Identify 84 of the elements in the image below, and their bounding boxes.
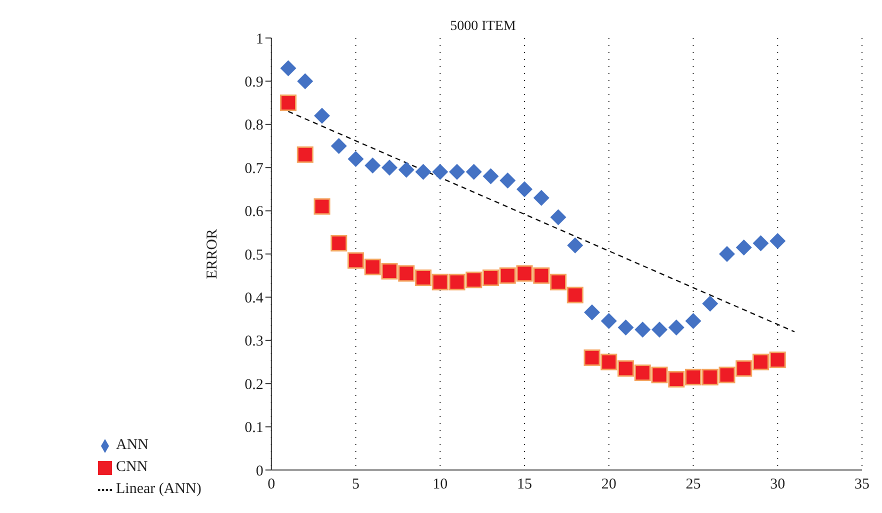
y-axis-title: ERROR [204, 228, 221, 280]
point [550, 274, 567, 290]
point [719, 246, 736, 262]
point [584, 349, 600, 366]
point [685, 312, 702, 329]
point [634, 322, 651, 338]
y-tick-label: 0 [256, 463, 264, 480]
y-tick-label: 0.4 [244, 290, 264, 307]
point [516, 265, 533, 282]
point [668, 319, 684, 336]
y-tick-label: 1 [256, 31, 264, 48]
point [702, 296, 718, 312]
point [752, 354, 770, 370]
point [566, 286, 584, 304]
point [533, 267, 550, 284]
point [651, 366, 668, 384]
point [550, 209, 566, 226]
y-tick-label: 0.2 [244, 376, 264, 393]
point [382, 160, 398, 176]
y-tick-label: 0.9 [244, 74, 264, 91]
point [752, 235, 769, 252]
point [348, 252, 364, 269]
point [432, 274, 448, 290]
point [432, 164, 448, 180]
chart-title: 5000 ITEM [450, 19, 516, 34]
point [398, 265, 415, 282]
legend-label: ANN [116, 437, 148, 453]
point [634, 364, 651, 382]
x-tick-label: 30 [770, 476, 786, 493]
point [482, 168, 499, 184]
point [533, 190, 550, 206]
point [398, 162, 414, 178]
point [618, 319, 634, 336]
point [584, 304, 600, 320]
point [500, 172, 516, 189]
point [685, 368, 702, 386]
legend-label: Linear (ANN) [116, 481, 202, 497]
point [314, 198, 330, 215]
y-tick-label: 0.3 [244, 334, 264, 350]
point [449, 164, 466, 180]
point [736, 360, 752, 377]
point [280, 94, 297, 112]
x-tick-label: 15 [517, 476, 532, 493]
x-tick-label: 20 [601, 476, 616, 493]
point [770, 233, 786, 250]
x-tick-label: 35 [854, 476, 870, 493]
legend-label: CNN [116, 459, 148, 475]
point [567, 237, 584, 254]
point [618, 360, 634, 377]
point [482, 270, 500, 286]
y-tick-label: 0.5 [244, 247, 264, 264]
point [280, 60, 296, 76]
y-tick-label: 0.1 [244, 420, 264, 436]
point [499, 267, 516, 284]
point [348, 150, 364, 167]
point [296, 146, 314, 163]
x-tick-label: 5 [352, 476, 360, 493]
y-tick-label: 0.8 [244, 118, 264, 134]
point [330, 234, 348, 252]
point [466, 164, 482, 180]
point [736, 240, 752, 256]
point [718, 366, 736, 384]
point [600, 354, 618, 370]
x-tick-label: 25 [686, 476, 701, 493]
point [668, 371, 685, 388]
x-tick-label: 0 [268, 476, 276, 493]
y-tick-label: 0.7 [244, 160, 264, 177]
point [415, 270, 432, 286]
point [702, 368, 718, 386]
y-tick-label: 0.6 [244, 204, 264, 220]
point [364, 157, 381, 174]
point [466, 272, 482, 288]
point [600, 312, 617, 329]
point [652, 322, 668, 338]
point [297, 73, 314, 90]
x-tick-label: 10 [432, 476, 448, 493]
point [448, 274, 466, 290]
point [769, 352, 786, 368]
point [314, 108, 330, 124]
point [381, 263, 398, 280]
point [516, 181, 533, 198]
point [330, 138, 347, 154]
point [364, 258, 381, 276]
point [415, 164, 432, 180]
